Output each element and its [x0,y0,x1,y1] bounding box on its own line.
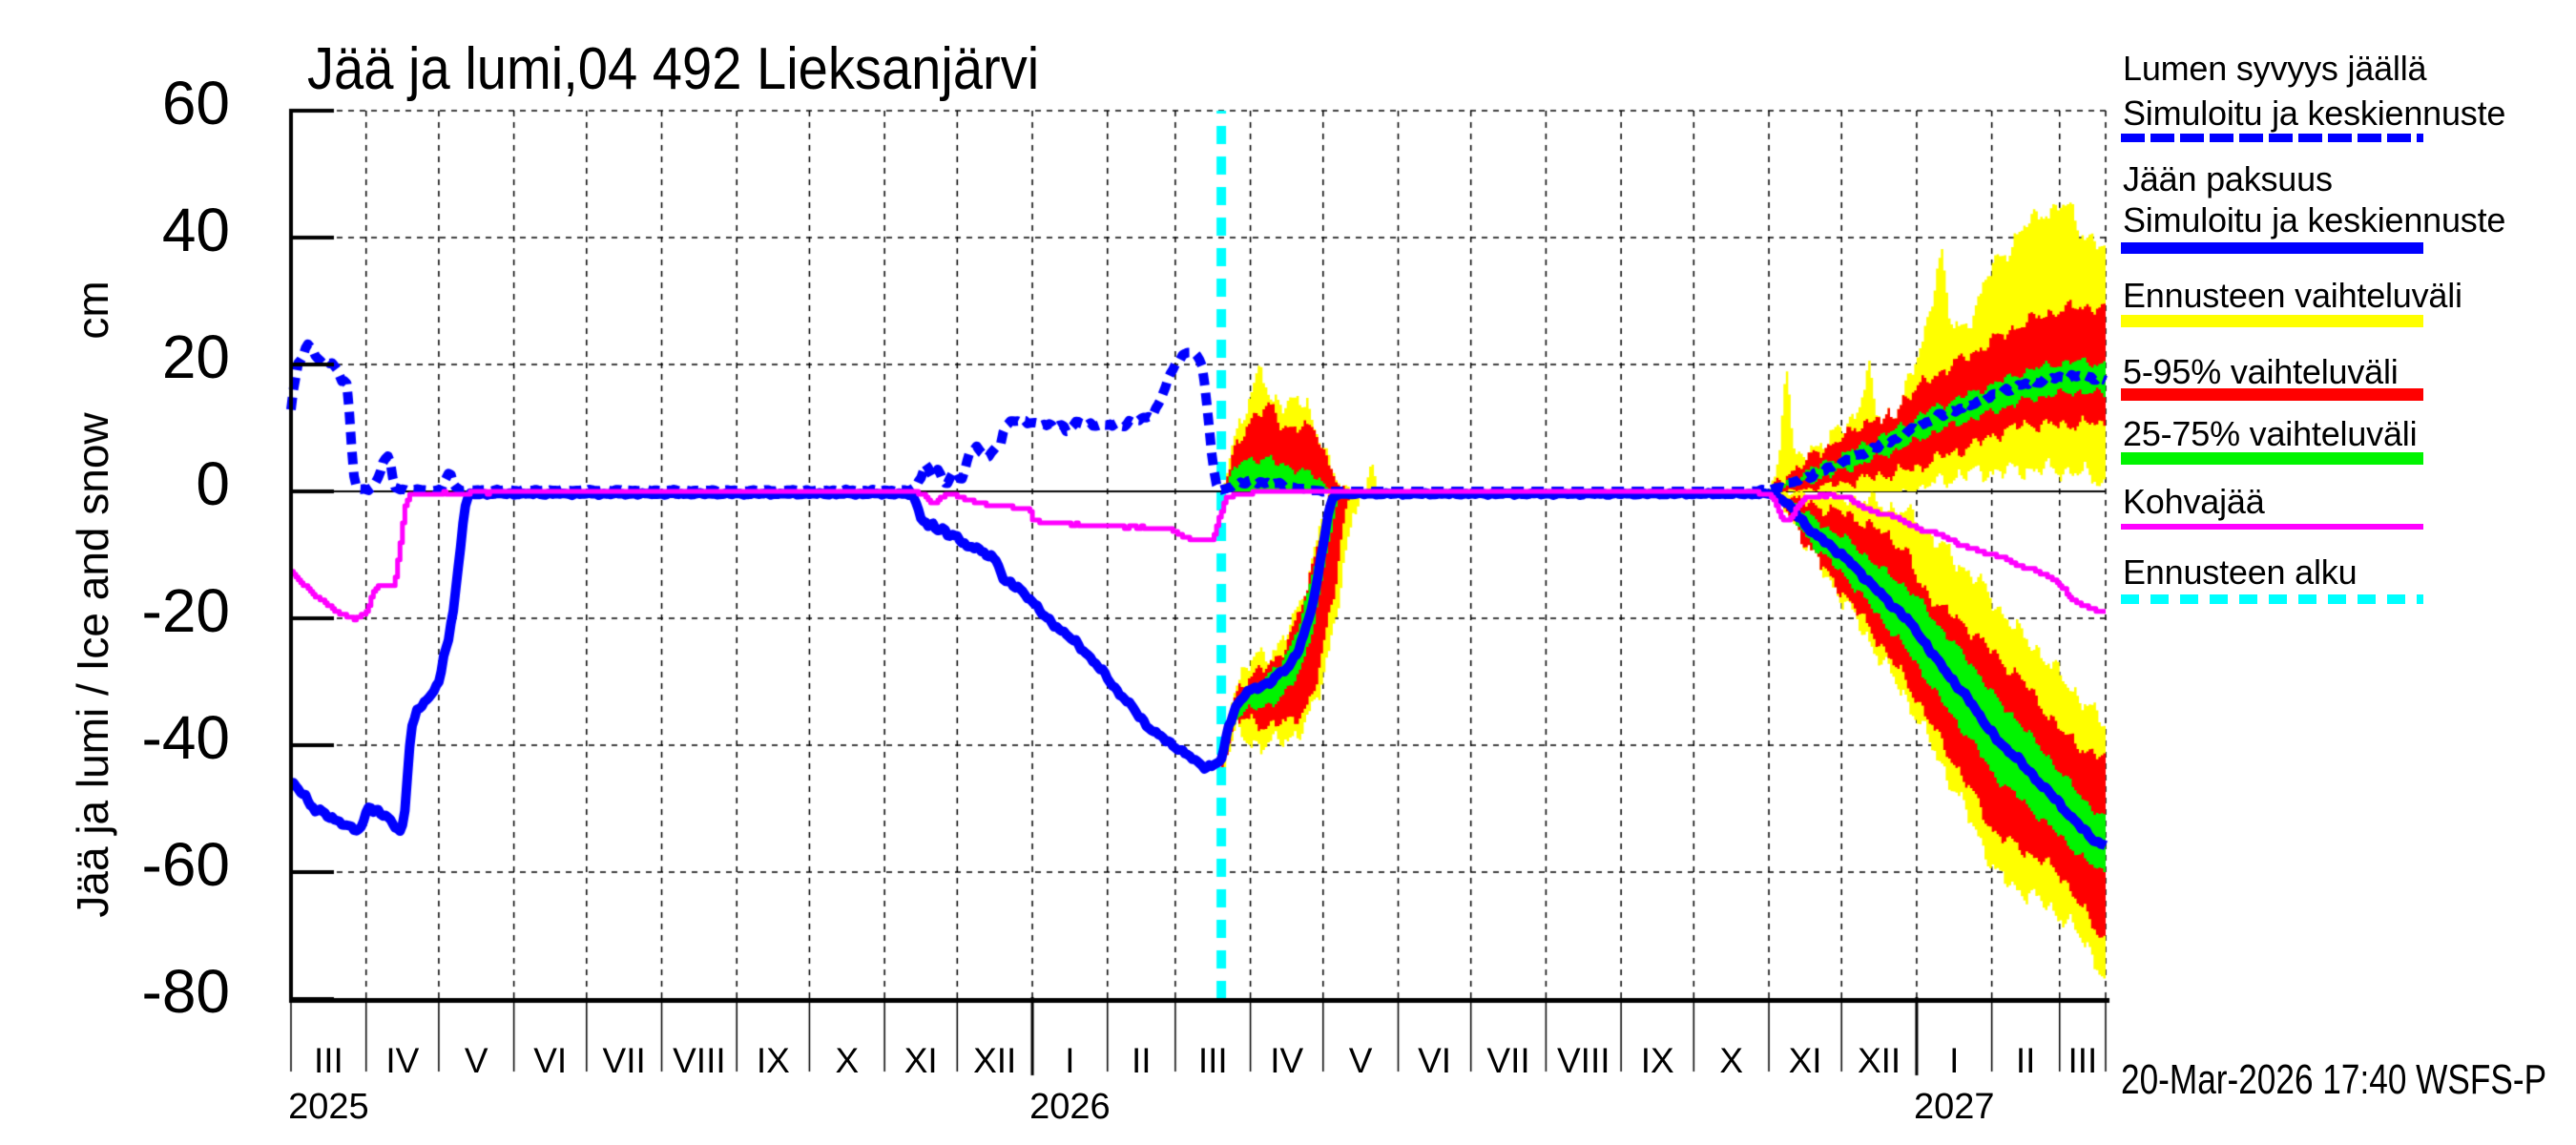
legend-swatch-ice-sim [2121,242,2423,254]
legend-label-forecast-range: Ennusteen vaihteluväli [2123,276,2462,315]
x-tick-label-month-22: I [1949,1041,1960,1080]
x-tick-label-month-4: VII [602,1041,646,1080]
legend-label-snow-sim-2: Simuloitu ja keskiennuste [2123,94,2506,133]
y-tick-label--60: -60 [141,830,231,899]
y-tick-label-0: 0 [196,449,230,518]
x-tick-label-month-14: V [1348,1041,1373,1080]
year-label-2025: 2025 [288,1087,369,1127]
legend-label-range-5-95: 5-95% vaihteluväli [2123,352,2399,391]
x-tick-label-month-23: II [2015,1041,2036,1080]
x-tick-label-month-17: VIII [1556,1041,1610,1080]
timestamp: 20-Mar-2026 17:40 WSFS-P [2121,1056,2547,1103]
year-label-2026: 2026 [1029,1087,1111,1127]
x-tick-label-month-16: VII [1486,1041,1530,1080]
x-tick-label-month-19: X [1719,1041,1743,1080]
legend-label-forecast-start: Ennusteen alku [2123,552,2358,592]
legend-label-kohvajaa: Kohvajää [2123,482,2265,521]
x-tick-label-month-13: IV [1270,1041,1304,1080]
legend-label-snow-sim-1: Lumen syvyys jäällä [2123,49,2427,88]
legend-swatch-kohvajaa [2121,524,2423,530]
x-tick-label-month-21: XII [1857,1041,1901,1080]
x-tick-label-month-6: IX [756,1041,790,1080]
y-tick-label-40: 40 [161,196,230,264]
legend-swatch-snow-sim [2121,133,2423,142]
x-tick-label-month-2: V [464,1041,488,1080]
x-tick-label-month-1: IV [385,1041,420,1080]
year-label-2027: 2027 [1914,1087,1995,1127]
chart-title: Jää ja lumi,04 492 Lieksanjärvi [307,36,1040,102]
x-tick-label-month-7: X [835,1041,860,1080]
x-tick-label-month-8: XI [904,1041,938,1080]
x-tick-label-month-18: IX [1640,1041,1674,1080]
x-tick-label-month-11: II [1132,1041,1152,1080]
y-tick-label-60: 60 [161,69,230,137]
legend-swatch-range-25-75 [2121,451,2423,465]
x-tick-label-month-9: XII [973,1041,1017,1080]
x-tick-label-month-0: III [313,1041,343,1080]
x-tick-label-month-20: XI [1788,1041,1822,1080]
x-tick-label-month-15: VI [1418,1041,1452,1080]
legend-label-range-25-75: 25-75% vaihteluväli [2123,414,2418,453]
legend-label-ice-sim-2: Simuloitu ja keskiennuste [2123,200,2506,239]
legend-swatch-forecast-range [2121,314,2423,327]
x-tick-label-month-3: VI [533,1041,568,1080]
y-tick-label--20: -20 [141,576,231,645]
y-tick-label-20: 20 [161,323,230,391]
x-tick-label-month-5: VIII [673,1041,726,1080]
legend-label-ice-sim-1: Jään paksuus [2123,159,2333,198]
y-tick-label--80: -80 [141,957,231,1026]
legend-swatch-forecast-start [2121,594,2423,604]
y-tick-label--40: -40 [141,703,231,772]
legend-swatch-range-5-95 [2121,387,2423,401]
x-tick-label-month-10: I [1065,1041,1075,1080]
x-tick-label-month-24: III [2067,1041,2098,1080]
x-tick-label-month-12: III [1197,1041,1228,1080]
